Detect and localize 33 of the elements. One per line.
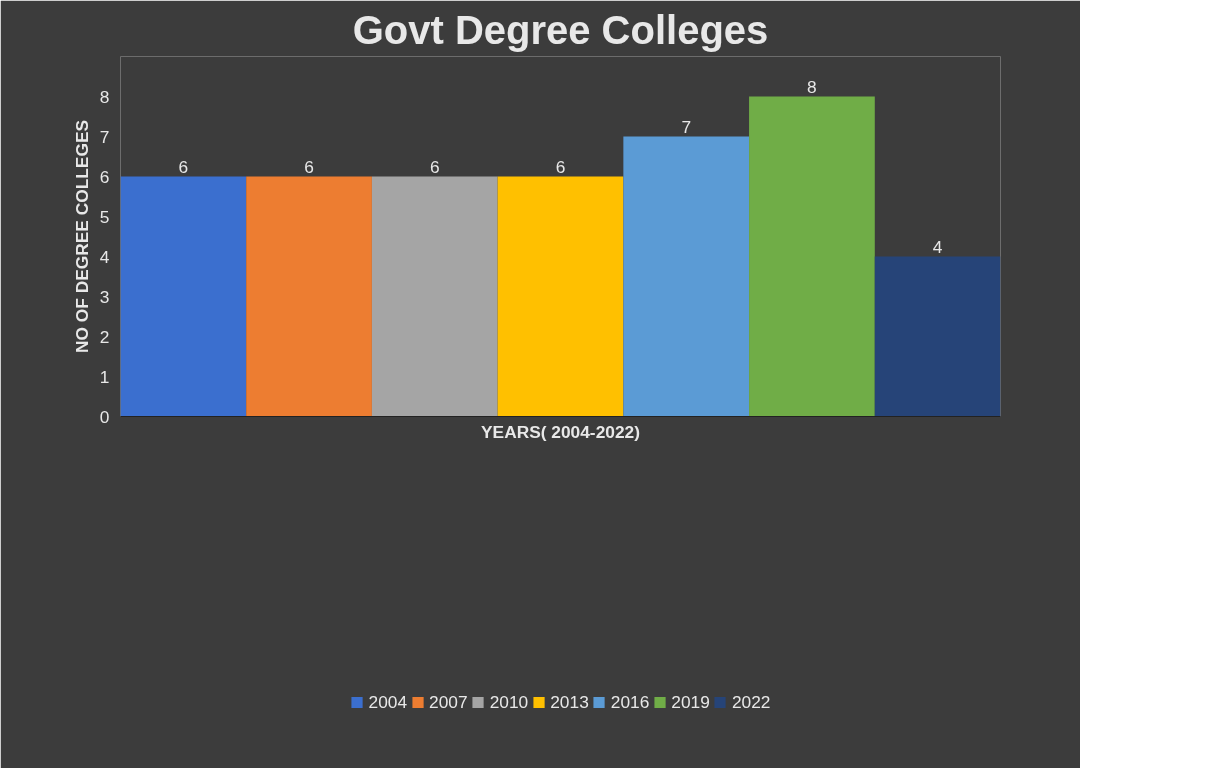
data-label: 6	[429, 156, 440, 177]
bar	[874, 256, 1001, 417]
data-label: 6	[304, 156, 314, 177]
chart-title: Govt Degree Colleges	[352, 7, 769, 52]
y-tick-label: 6	[99, 166, 110, 187]
bar	[120, 176, 247, 417]
data-label: 6	[178, 156, 189, 177]
bar	[371, 176, 498, 417]
y-tick-label: 0	[99, 406, 110, 427]
legend-label: 2019	[671, 691, 710, 713]
bar	[749, 96, 875, 417]
y-tick-label: 7	[99, 126, 110, 147]
data-label: 8	[807, 76, 817, 97]
legend-label: 2013	[550, 691, 589, 713]
y-tick-label: 1	[99, 366, 110, 387]
legend-label: 2004	[368, 691, 408, 713]
x-axis-title: YEARS( 2004-2022)	[481, 421, 640, 442]
data-label: 6	[555, 156, 566, 177]
y-tick-label: 3	[99, 286, 110, 307]
data-label: 4	[932, 236, 943, 257]
legend-label: 2010	[489, 691, 529, 713]
data-label: 7	[681, 116, 692, 137]
y-tick-label: 4	[99, 246, 110, 267]
y-axis-title: NO OF DEGREE COLLEGES	[71, 120, 92, 353]
y-tick-label: 8	[99, 86, 110, 107]
y-tick-label: 2	[99, 326, 110, 347]
y-tick-label: 5	[99, 206, 110, 227]
legend-label: 2007	[429, 691, 468, 713]
bar	[246, 176, 372, 417]
legend-label: 2016	[610, 691, 650, 713]
bar	[497, 176, 624, 417]
bar	[623, 136, 750, 417]
legend-label: 2022	[731, 691, 771, 713]
